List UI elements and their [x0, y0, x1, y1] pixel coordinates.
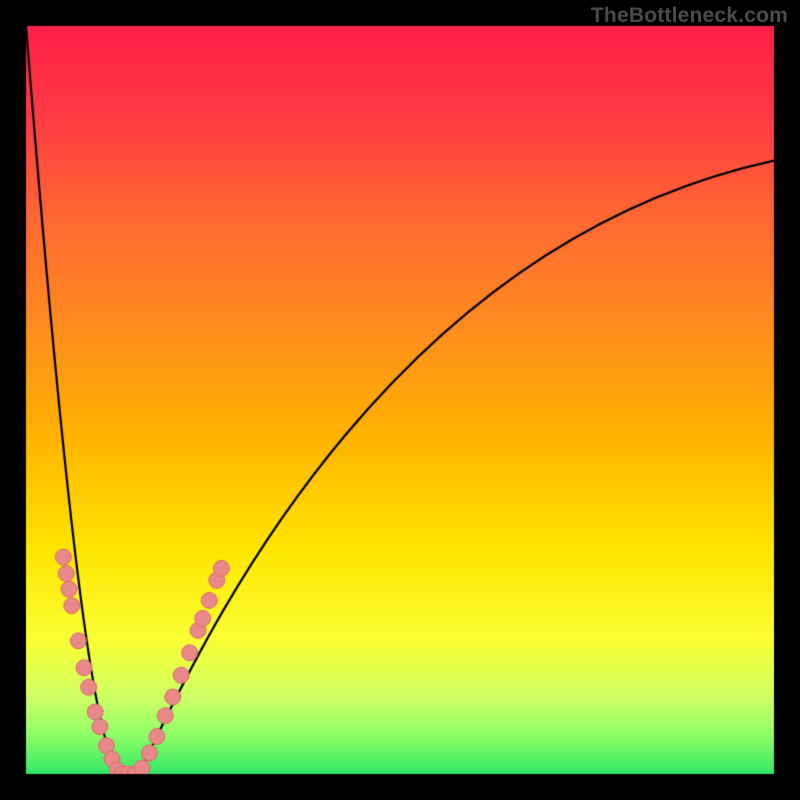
bottleneck-v-curve-canvas: [0, 0, 800, 800]
watermark-text: TheBottleneck.com: [591, 4, 788, 28]
chart-stage: TheBottleneck.com: [0, 0, 800, 800]
